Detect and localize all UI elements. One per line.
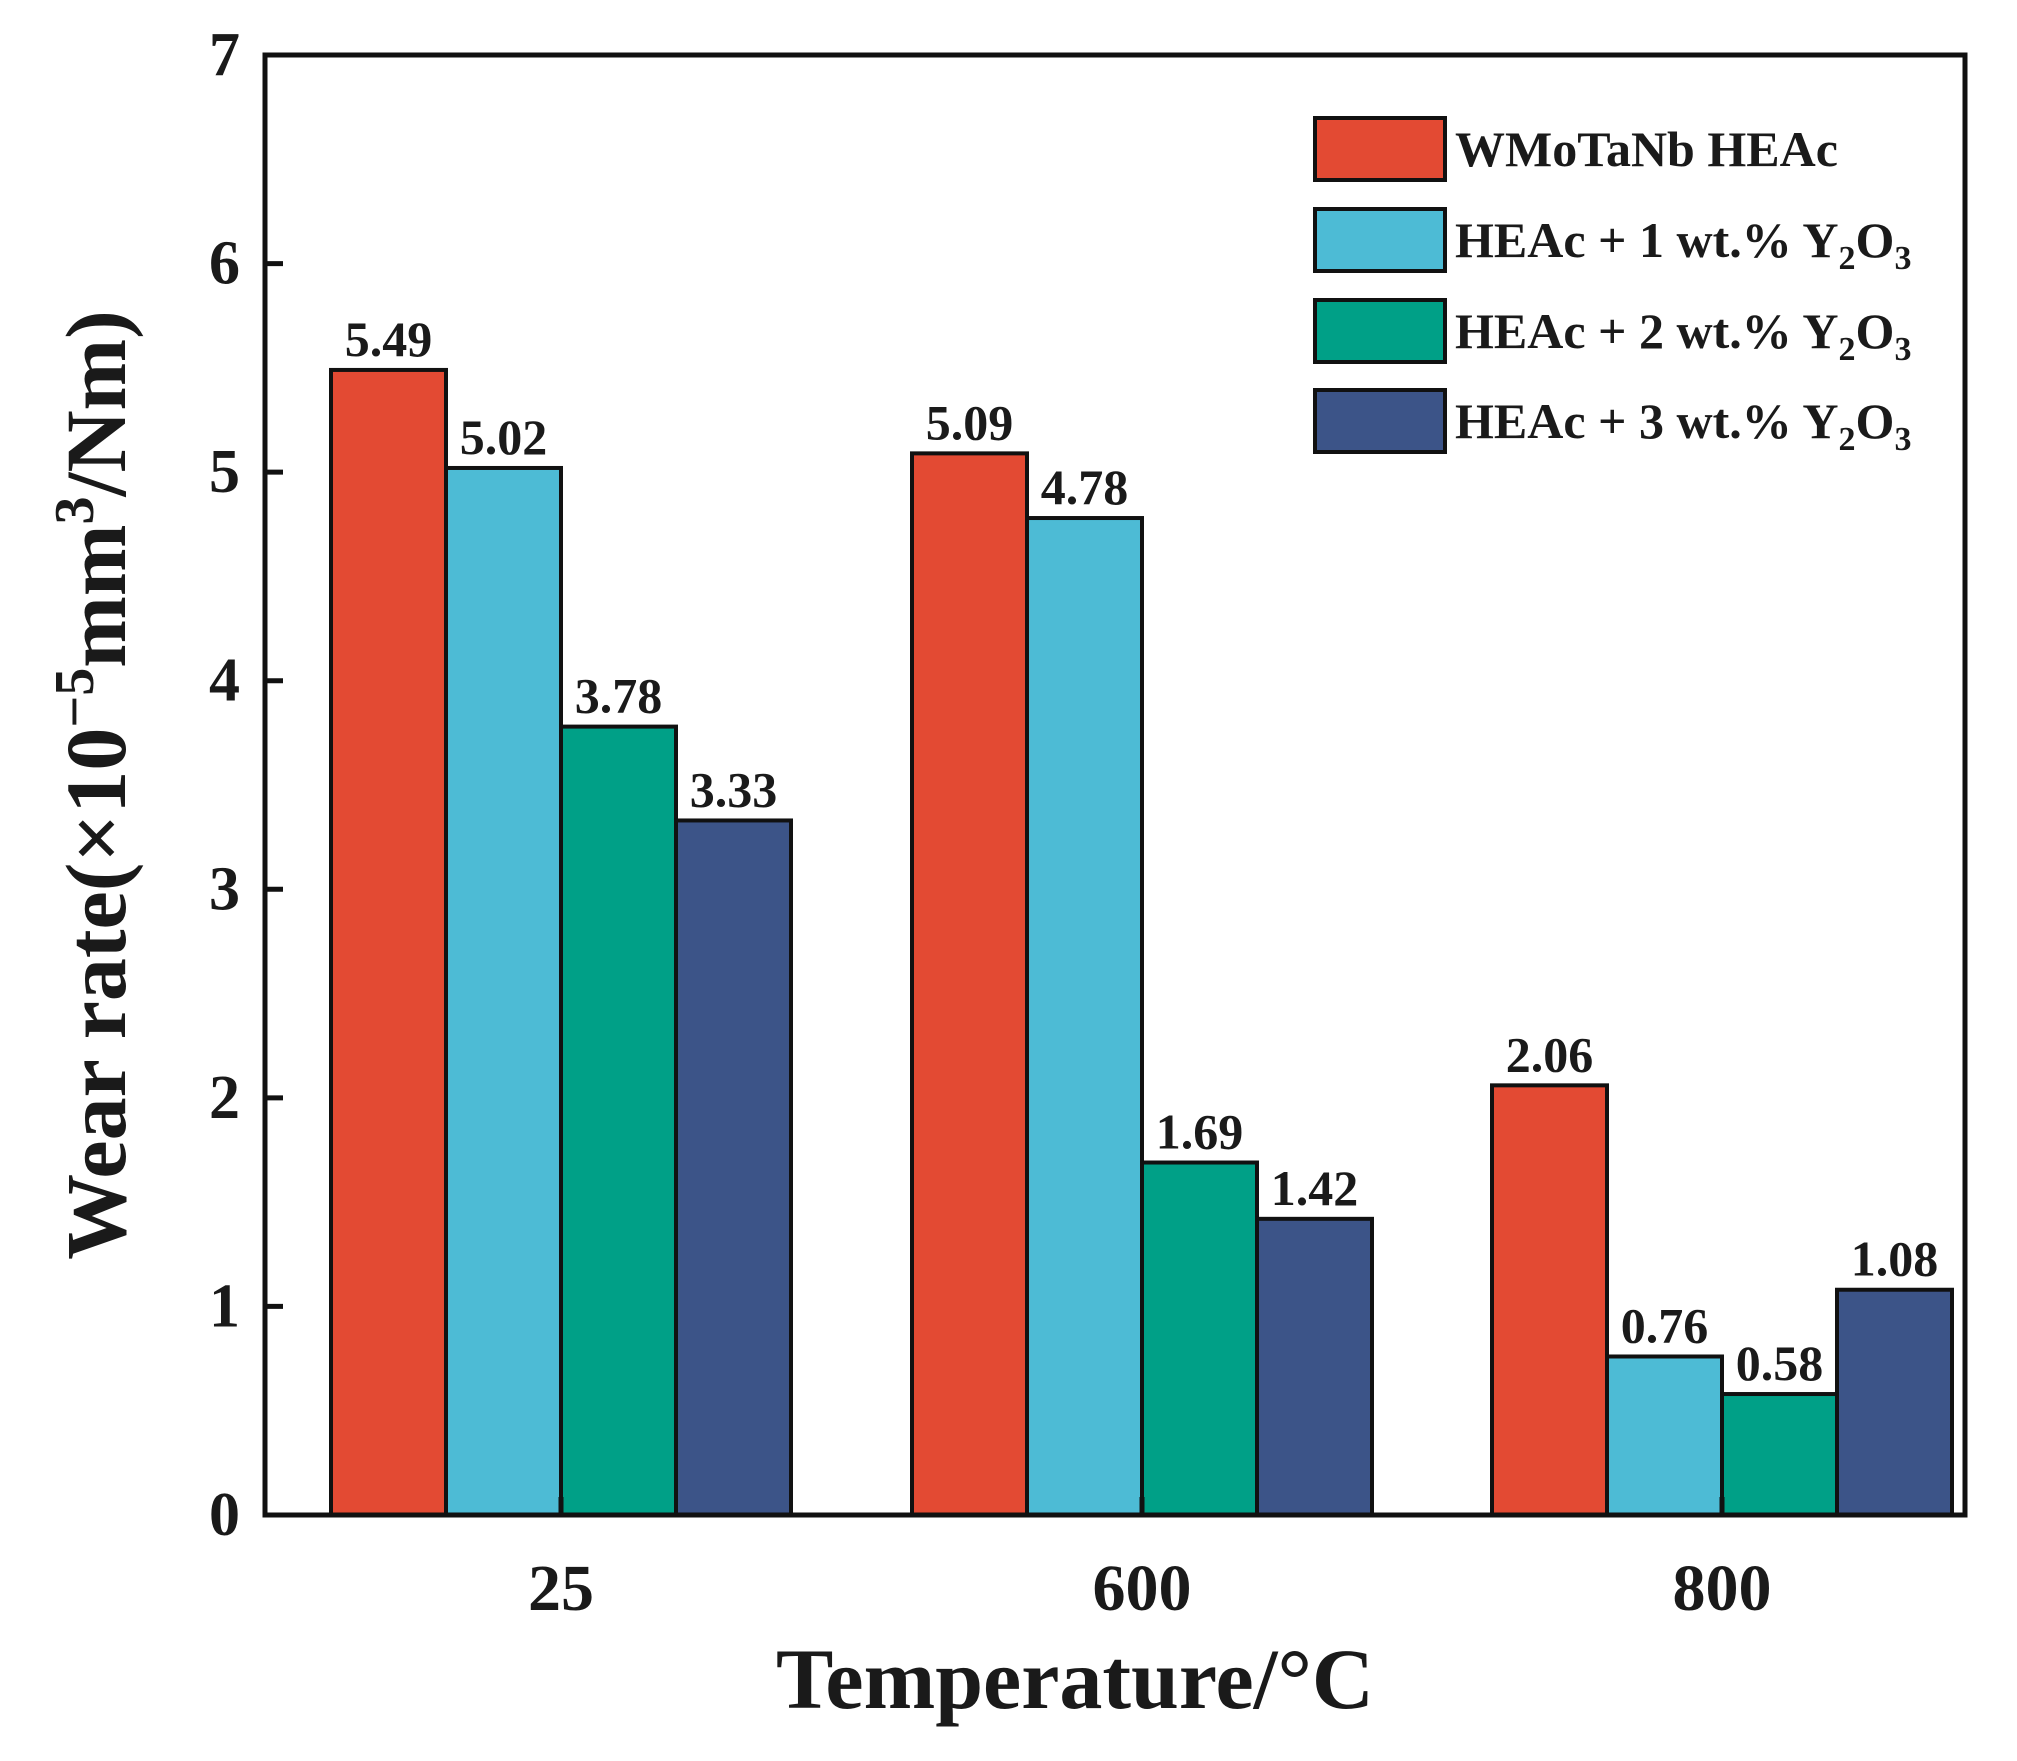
- bar-value-label: 5.02: [460, 409, 548, 465]
- bar-25-series-1: [329, 367, 448, 1517]
- legend: WMoTaNb HEAc HEAc + 1 wt.% Y2O3 HEAc + 2 w…: [1313, 116, 1911, 458]
- y-tick-label: 6: [209, 230, 240, 298]
- bar-600-series-1: [910, 451, 1029, 1517]
- bars: [329, 367, 1954, 1518]
- bar-value-label: 1.42: [1271, 1160, 1359, 1216]
- y-axis-title: Wear rate(×10−5mm3/Nm): [44, 310, 144, 1260]
- bar-value-label: 5.09: [926, 394, 1014, 450]
- y-tick-label: 2: [209, 1064, 240, 1132]
- y-tick-label: 5: [209, 438, 240, 506]
- bar-value-label: 3.33: [690, 761, 778, 817]
- bar-25-series-4: [674, 818, 793, 1517]
- bar-value-label: 2.06: [1506, 1026, 1594, 1082]
- bar-value-label: 1.69: [1156, 1104, 1244, 1160]
- legend-swatch: [1313, 298, 1447, 364]
- legend-label: HEAc + 3 wt.% Y2O3: [1455, 393, 1911, 458]
- plot-frame: [262, 52, 1968, 1518]
- x-axis-title: Temperature/°C: [776, 1631, 1374, 1727]
- y-axis-ticks: 0 1 2 3 4 5 6 7: [209, 21, 283, 1549]
- bar-value-label: 4.78: [1041, 459, 1129, 515]
- x-tick-label: 800: [1673, 1552, 1772, 1625]
- bar-600-series-3: [1140, 1160, 1259, 1517]
- bar-800-series-1: [1490, 1083, 1609, 1518]
- bar-800-series-4: [1835, 1287, 1954, 1517]
- legend-label: WMoTaNb HEAc: [1455, 121, 1838, 177]
- y-tick-label: 4: [209, 647, 240, 715]
- bar-800-series-3: [1720, 1392, 1839, 1517]
- legend-swatch: [1313, 116, 1447, 182]
- bar-600-series-4: [1255, 1216, 1374, 1518]
- legend-label: HEAc + 1 wt.% Y2O3: [1455, 212, 1911, 277]
- legend-swatch: [1313, 388, 1447, 454]
- bar-value-label: 5.49: [345, 311, 433, 367]
- bar-25-series-3: [559, 724, 678, 1517]
- bar-value-label: 3.78: [575, 668, 663, 724]
- bar-600-series-2: [1025, 516, 1144, 1517]
- legend-swatch: [1313, 207, 1447, 273]
- x-axis-ticks: 25 600 800: [528, 1497, 1772, 1625]
- y-tick-label: 3: [209, 855, 240, 923]
- x-tick-label: 25: [528, 1552, 594, 1625]
- x-tick-label: 600: [1093, 1552, 1192, 1625]
- y-tick-label: 0: [209, 1481, 240, 1549]
- bar-25-series-2: [444, 465, 563, 1517]
- y-tick-label: 1: [209, 1272, 240, 1340]
- bar-800-series-2: [1605, 1354, 1724, 1517]
- y-tick-label: 7: [209, 21, 240, 89]
- legend-label: HEAc + 2 wt.% Y2O3: [1455, 303, 1911, 368]
- bar-value-labels: 5.49 5.02 3.78 3.33 5.09 4.78 1.69 1.42 2.06 0.76…: [345, 311, 1939, 1391]
- bar-value-label: 1.08: [1851, 1231, 1939, 1287]
- bar-value-label: 0.58: [1736, 1335, 1824, 1391]
- bar-value-label: 0.76: [1621, 1297, 1709, 1353]
